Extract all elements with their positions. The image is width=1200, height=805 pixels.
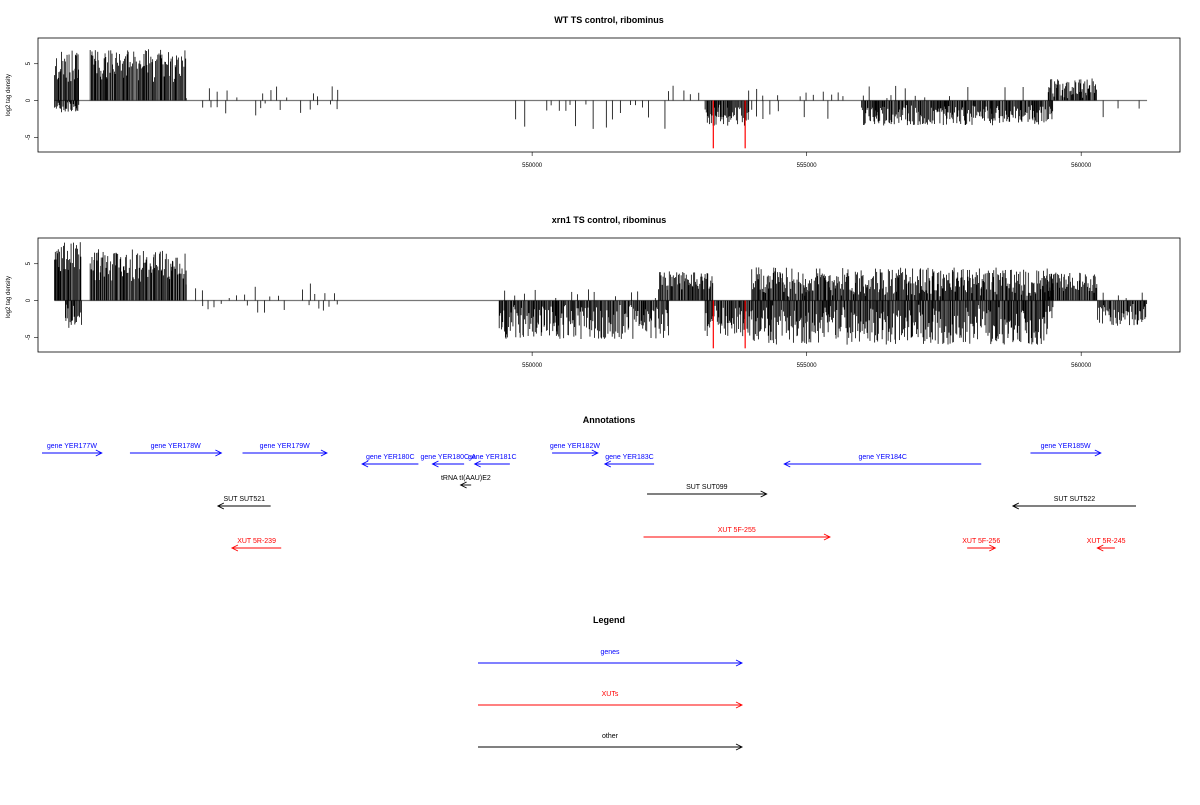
panel2-xtick-label: 560000 — [1071, 363, 1092, 369]
panel2-ylabel: log2 tag density — [6, 276, 12, 318]
feature-arrowhead — [230, 544, 239, 552]
feature-label: SUT SUT522 — [1054, 496, 1096, 503]
panel2-xtick-label: 555000 — [797, 363, 818, 369]
feature-arrowhead — [760, 490, 768, 498]
feature-label: gene YER177W — [47, 443, 97, 450]
feature-label: gene YER179W — [260, 443, 310, 450]
panel2-bars — [54, 242, 1148, 349]
panel2-ytick-label: 5 — [26, 261, 32, 265]
legend-xut-arrowhead — [735, 701, 744, 709]
feature-label: gene YER183C — [605, 454, 654, 461]
feature-label: SUT SUT521 — [224, 496, 266, 503]
feature-arrowhead — [95, 449, 103, 457]
panel1-axes: 550000 555000 560000 5 0 -5 — [26, 61, 1092, 169]
feature-label: gene YER180C-A — [421, 454, 477, 461]
panel1-title: WT TS control, ribominus — [554, 15, 664, 25]
feature-label: gene YER182W — [550, 443, 600, 450]
legend-gene-arrowhead — [735, 659, 744, 667]
feature-arrowhead — [823, 533, 831, 541]
panel1-bars — [54, 49, 1148, 149]
panel2-ytick-label: -5 — [26, 334, 32, 340]
panel2-axes: 550000 555000 560000 5 0 -5 — [26, 261, 1092, 369]
feature-label: SUT SUT099 — [686, 484, 728, 491]
panel2-xtick-label: 550000 — [522, 363, 543, 369]
feature-arrowhead — [1096, 544, 1104, 552]
feature-arrowhead — [459, 481, 467, 489]
legend-label: other — [602, 733, 619, 740]
panel1-xtick-label: 560000 — [1071, 163, 1092, 169]
feature-label: XUT 5F-255 — [718, 527, 756, 534]
feature-label: gene YER181C — [468, 454, 517, 461]
feature-arrowhead — [215, 449, 223, 457]
panel1-ylabel: log2 tag density — [6, 74, 12, 116]
feature-arrowhead — [591, 449, 599, 457]
annotation-features: gene YER177W gene YER178W gene YER179W gene… — [42, 443, 1136, 552]
panel2-ytick-label: 0 — [26, 298, 32, 302]
panel1-ytick-label: 0 — [26, 98, 32, 102]
panel2-title: xrn1 TS control, ribominus — [552, 215, 667, 225]
feature-label: gene YER185W — [1041, 443, 1091, 450]
panel1-xtick-label: 550000 — [522, 163, 543, 169]
feature-label: XUT 5R-245 — [1087, 538, 1126, 545]
feature-label: XUT 5R-239 — [237, 538, 276, 545]
legend-other-arrowhead — [735, 743, 744, 751]
feature-arrowhead — [603, 460, 612, 468]
feature-arrowhead — [473, 460, 481, 468]
legend-items: genes XUTs other — [478, 649, 744, 751]
panel2-frame — [37, 237, 1181, 353]
feature-label: tRNA tI(AAU)E2 — [441, 475, 491, 482]
feature-label: gene YER184C — [858, 454, 907, 461]
legend-label: XUTs — [602, 691, 619, 698]
feature-arrowhead — [1011, 502, 1020, 510]
feature-arrowhead — [361, 460, 369, 468]
legend-title: Legend — [593, 615, 625, 625]
panel1-xtick-label: 555000 — [797, 163, 818, 169]
feature-label: gene YER178W — [151, 443, 201, 450]
panel1-frame — [37, 37, 1181, 153]
feature-arrowhead — [783, 460, 791, 468]
feature-arrowhead — [1094, 449, 1102, 457]
feature-arrowhead — [320, 449, 328, 457]
feature-label: XUT 5F-256 — [962, 538, 1000, 545]
feature-arrowhead — [989, 544, 997, 552]
feature-arrowhead — [431, 460, 439, 468]
annotations-title: Annotations — [583, 415, 636, 425]
panel1-ytick-label: 5 — [26, 61, 32, 65]
legend-label: genes — [600, 649, 620, 656]
panel1-ytick-label: -5 — [26, 134, 32, 140]
feature-label: gene YER180C — [366, 454, 415, 461]
feature-arrowhead — [216, 502, 225, 510]
